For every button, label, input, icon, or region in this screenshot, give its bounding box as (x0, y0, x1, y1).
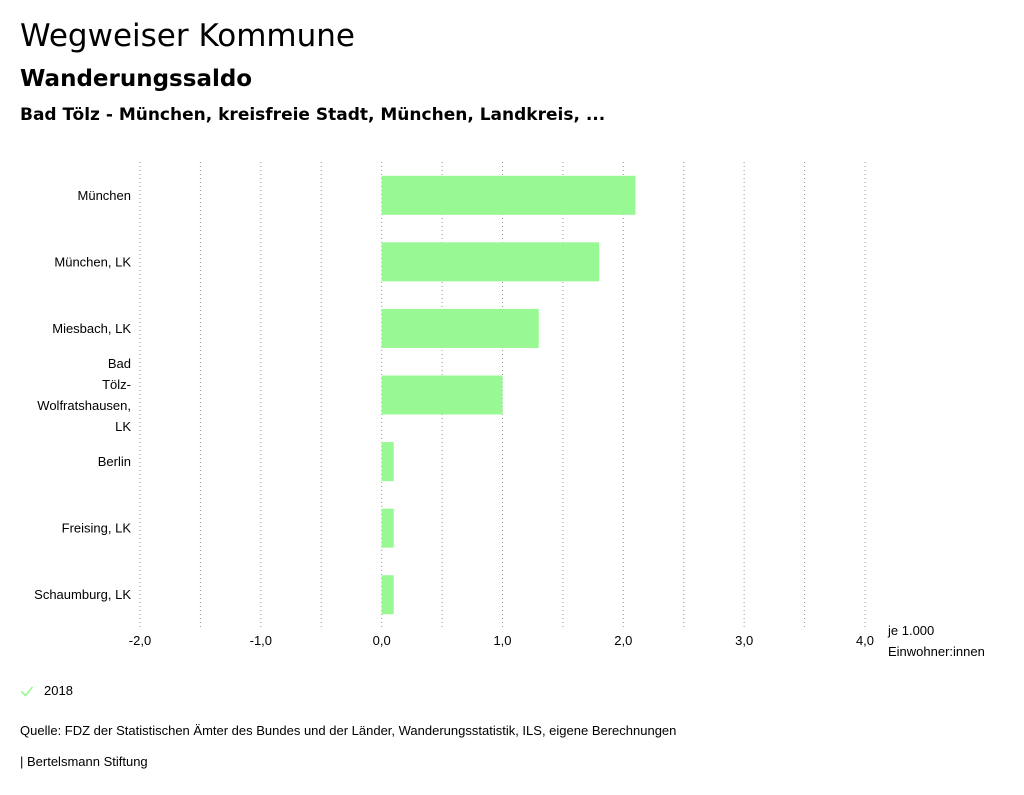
x-axis-title: je 1.000 Einwohner:innen (887, 623, 985, 659)
x-tick-label: 3,0 (735, 633, 753, 648)
category-labels: München München, LK Miesbach, LK Bad Tölz- Wo… (34, 188, 131, 602)
x-tick-label: -2,0 (129, 633, 151, 648)
bar[interactable] (381, 242, 600, 282)
bar[interactable] (381, 375, 503, 415)
bar[interactable] (381, 442, 394, 482)
source-note: Quelle: FDZ der Statistischen Ämter des … (20, 723, 677, 738)
page-title: Wegweiser Kommune (20, 18, 355, 54)
category-label: Bad (108, 356, 131, 371)
x-tick-label: 4,0 (856, 633, 874, 648)
category-label: München (78, 188, 131, 203)
legend-item[interactable]: 2018 (20, 683, 73, 698)
category-label: Tölz- (102, 377, 131, 392)
x-tick-label: 2,0 (614, 633, 632, 648)
category-label: Freising, LK (62, 521, 132, 536)
chart-subtitle: Wanderungssaldo (20, 66, 253, 92)
category-label: Wolfratshausen, (37, 398, 131, 413)
x-axis-label: Einwohner:innen (888, 644, 985, 659)
bars (381, 175, 636, 615)
bar-chart: München München, LK Miesbach, LK Bad Tölz- Wo… (34, 162, 985, 659)
category-label: LK (115, 419, 131, 434)
bar[interactable] (381, 508, 394, 548)
region-selection: Bad Tölz - München, kreisfreie Stadt, Mü… (20, 105, 606, 125)
bar[interactable] (381, 175, 636, 215)
check-icon (20, 685, 34, 697)
legend-label: 2018 (44, 683, 73, 698)
brand-note: | Bertelsmann Stiftung (20, 754, 148, 769)
x-tick-labels: -2,0 -1,0 0,0 1,0 2,0 3,0 4,0 (129, 633, 874, 648)
category-label: Berlin (98, 454, 131, 469)
x-tick-label: 1,0 (493, 633, 511, 648)
bar[interactable] (381, 575, 394, 615)
x-tick-label: -1,0 (250, 633, 272, 648)
bar[interactable] (381, 308, 539, 348)
category-label: Schaumburg, LK (34, 587, 131, 602)
x-axis-label: je 1.000 (887, 623, 934, 638)
category-label: Miesbach, LK (52, 321, 131, 336)
category-label: München, LK (54, 254, 131, 269)
x-tick-label: 0,0 (373, 633, 391, 648)
